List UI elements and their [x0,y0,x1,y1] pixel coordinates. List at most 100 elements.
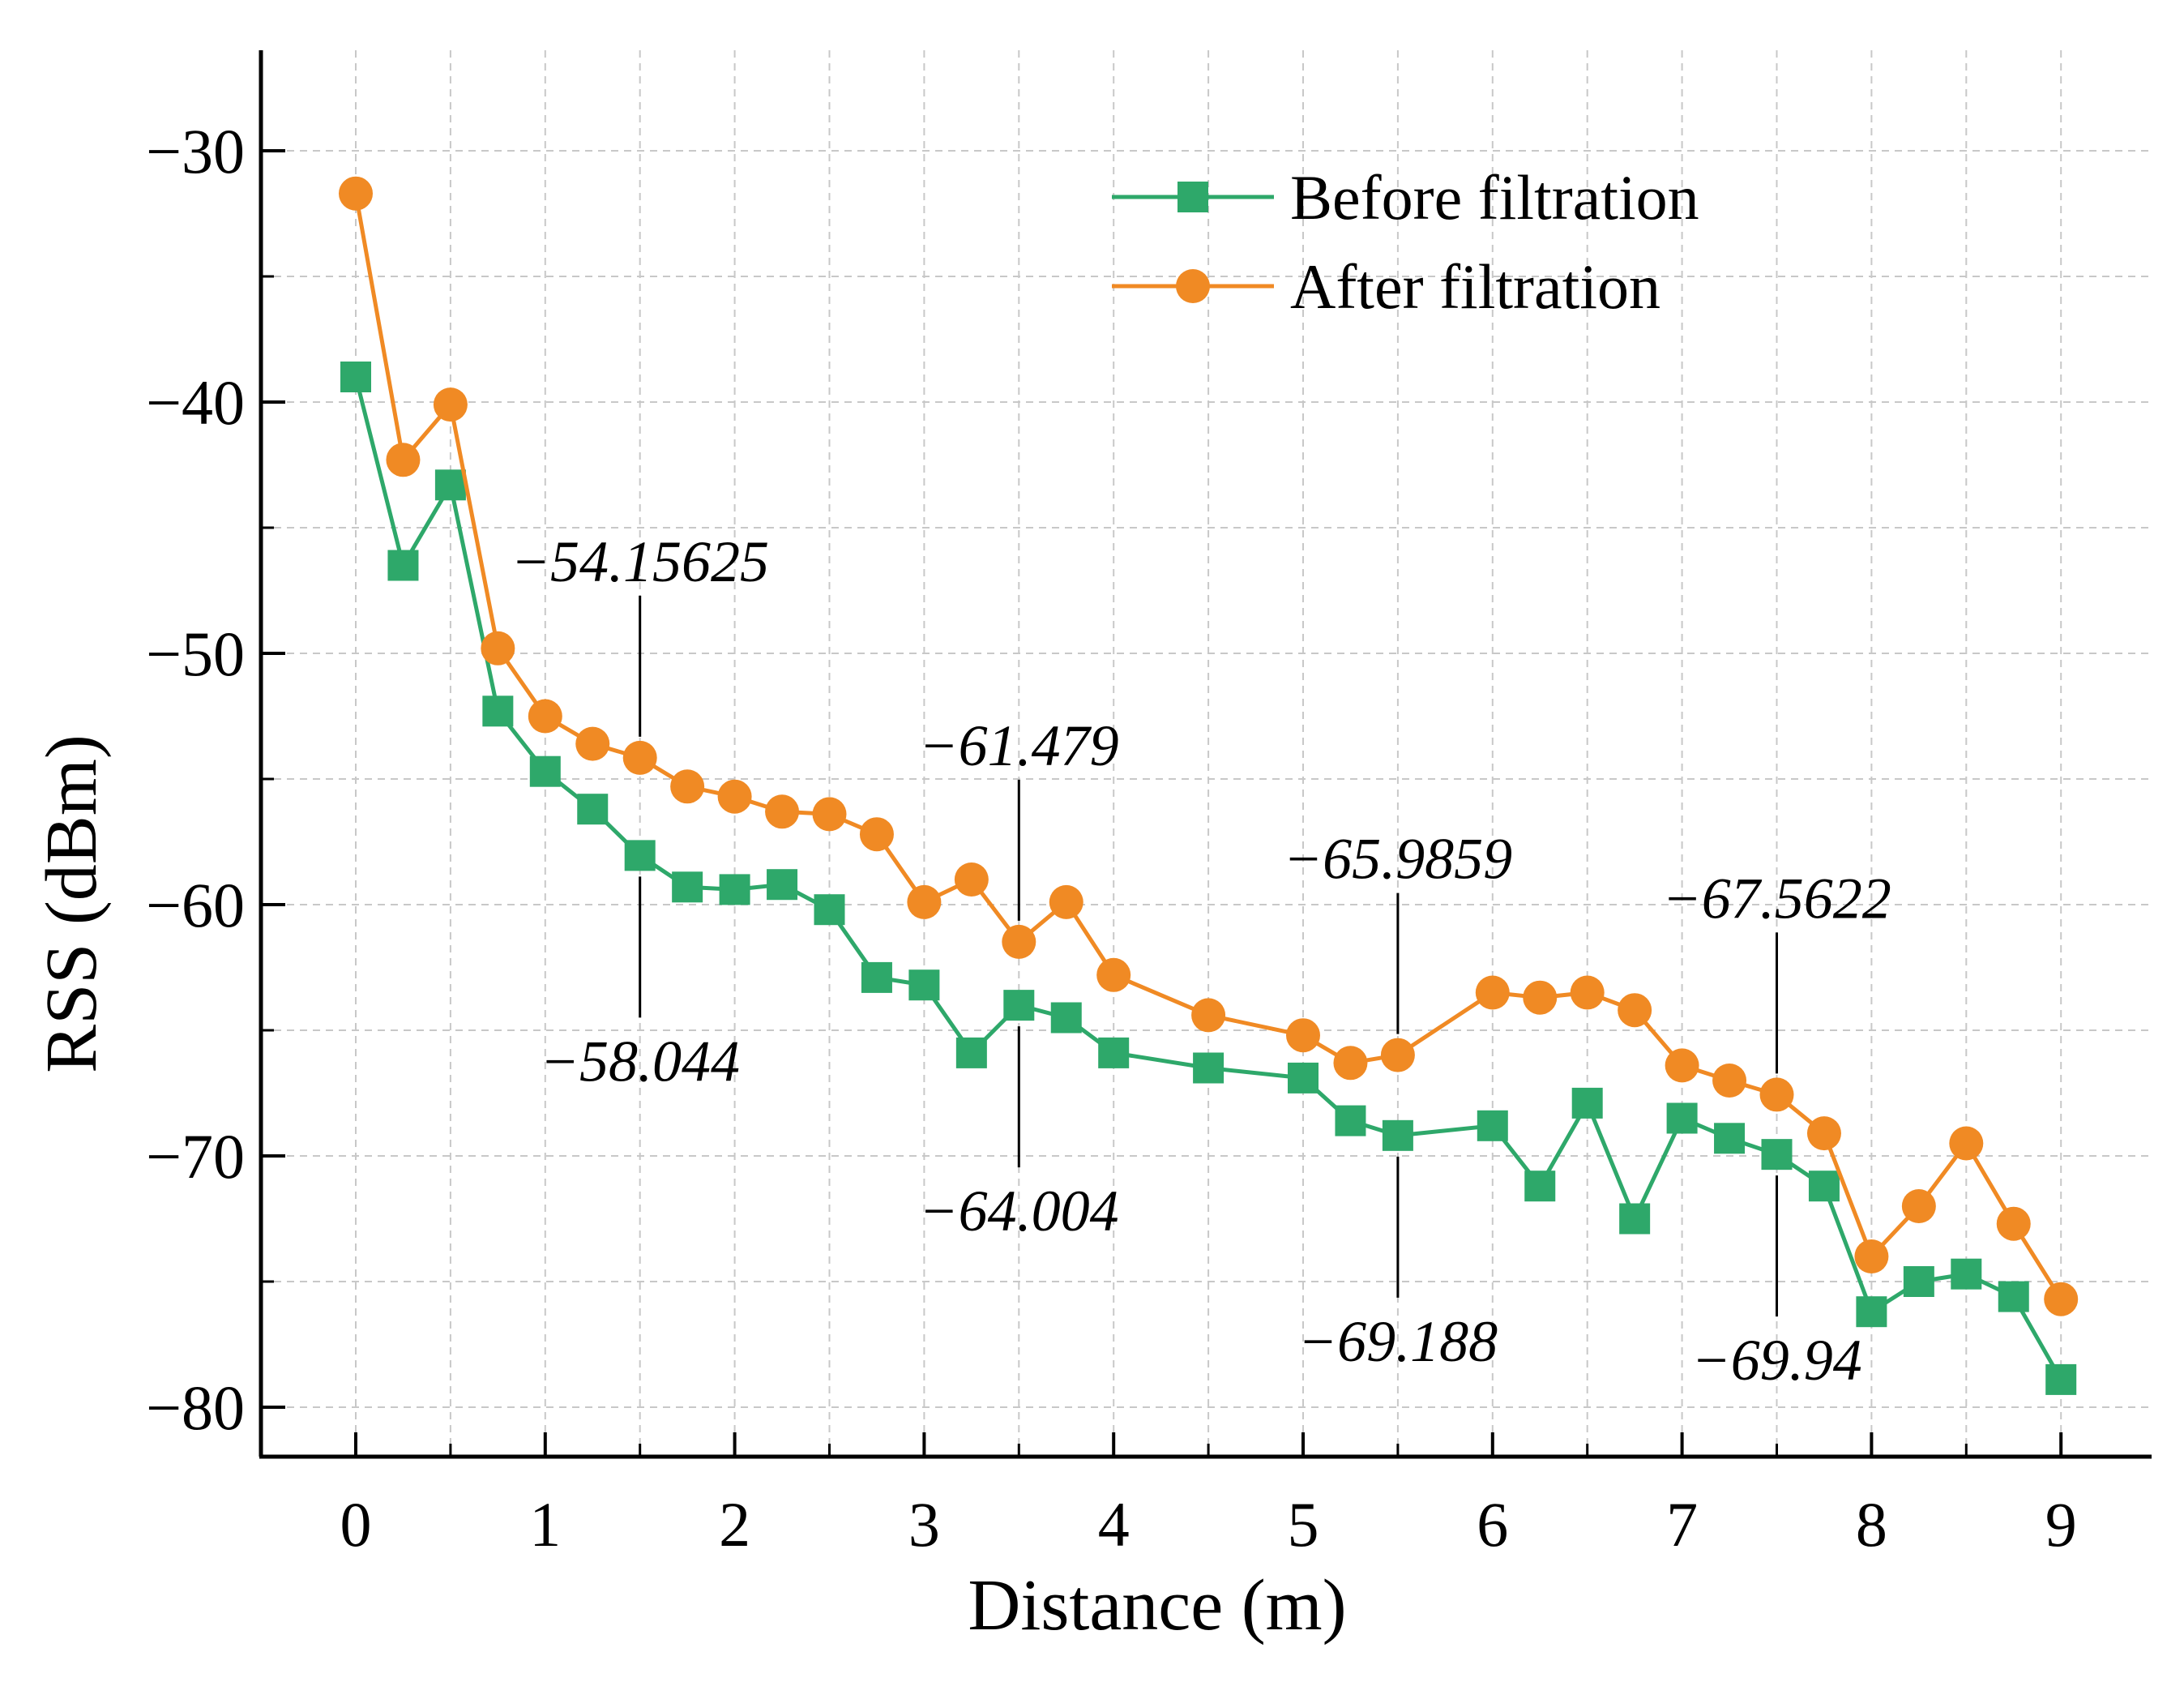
data-point-after [1002,924,1036,959]
legend-label: Before filtration [1290,162,1699,233]
data-point-before [2045,1363,2077,1395]
x-tick-label: 3 [908,1489,940,1560]
data-point-before [672,871,703,903]
data-point-after [1096,957,1131,992]
data-point-after [433,387,468,422]
data-point-before [1524,1171,1556,1202]
annotation-label: −58.044 [540,1029,740,1094]
annotation-label: −65.9859 [1284,827,1513,892]
annotation-lines [639,595,1778,1317]
data-point-after [954,862,989,897]
data-point-after [1333,1046,1368,1081]
y-tick-label: −80 [146,1372,245,1443]
data-point-before [1808,1171,1840,1202]
data-point-before [1951,1258,1982,1290]
x-tick-label: 6 [1477,1489,1508,1560]
data-point-after [1618,993,1652,1028]
data-point-after [1665,1048,1699,1083]
data-point-after [622,740,657,775]
annotation-label: −69.188 [1298,1309,1498,1374]
data-point-before [1382,1119,1413,1151]
y-tick-label: −50 [146,618,245,689]
x-tick-label: 4 [1098,1489,1130,1560]
annotation-label: −54.15625 [511,529,769,594]
x-tick-label: 1 [529,1489,561,1560]
data-point-after [2044,1282,2079,1316]
data-point-after [1949,1126,1984,1161]
data-point-before [434,469,466,501]
data-point-before [1998,1281,2029,1312]
data-point-after [859,817,894,852]
data-point-before [482,695,514,727]
data-point-before [1666,1102,1698,1134]
data-point-before [1098,1037,1130,1068]
data-point-before [1193,1052,1224,1084]
y-tick-label: −40 [146,367,245,438]
data-point-before [1761,1139,1793,1171]
legend: Before filtration After filtration [1112,162,1699,322]
data-point-after [1286,1018,1320,1053]
data-point-after [1570,975,1605,1010]
data-point-after [481,631,515,666]
data-point-after [1191,998,1226,1033]
data-point-after [1523,980,1558,1015]
y-tick-label: −70 [146,1121,245,1192]
series [339,176,2079,1395]
grid [261,50,2152,1457]
data-point-after [1475,975,1510,1010]
data-point-after [575,726,610,761]
series-line-before [353,376,2063,1381]
data-point-before [1856,1296,1887,1328]
y-axis-title: RSS (dBm) [32,734,112,1073]
data-point-after [386,443,421,477]
annotation-label: −69.94 [1691,1328,1862,1393]
data-point-after [1996,1206,2031,1241]
data-point-after [339,176,373,211]
data-point-before [1003,990,1035,1021]
data-point-after [1712,1064,1747,1098]
y-tick-label: −60 [146,870,245,940]
axes: 0 1 2 3 4 5 6 7 8 9 −80 −70 −60 −50 −40 −30 [146,50,2152,1560]
data-point-before [1714,1123,1746,1154]
x-tick-label: 0 [340,1489,372,1560]
x-axis-title: Distance (m) [968,1565,1346,1646]
data-point-after [1759,1077,1794,1112]
legend-label: After filtration [1290,251,1660,322]
data-point-before [719,874,750,905]
x-tick-label: 9 [2045,1489,2077,1560]
data-point-before [767,869,798,901]
x-tick-label: 7 [1666,1489,1698,1560]
data-point-before [1288,1062,1319,1094]
data-point-before [955,1037,987,1068]
annotation-label: −61.479 [919,713,1119,778]
data-point-after [1854,1239,1889,1273]
data-point-after [1901,1189,1936,1223]
x-tick-label: 5 [1288,1489,1319,1560]
data-point-before [908,969,940,1001]
data-point-before [1335,1105,1366,1136]
data-point-before [1050,1002,1082,1034]
annotation-label: −64.004 [919,1179,1119,1243]
data-point-after [1380,1038,1415,1072]
data-point-after [812,797,847,832]
data-point-before [529,755,561,787]
data-point-before [1477,1110,1508,1141]
data-point-before [387,550,419,581]
legend-marker-square [1177,182,1208,212]
x-tick-label: 8 [1856,1489,1887,1560]
data-point-after [765,794,800,829]
data-point-after [528,699,562,734]
x-tick-label: 2 [719,1489,750,1560]
data-point-before [1619,1203,1651,1235]
data-point-after [1049,884,1083,919]
data-point-before [1903,1266,1934,1297]
data-point-before [624,840,656,871]
legend-marker-circle [1176,269,1210,303]
series-line-after [353,193,2063,1301]
data-point-after [717,779,752,814]
annotation-label: −67.5622 [1662,866,1891,931]
y-tick-label: −30 [146,116,245,186]
data-point-after [1806,1116,1841,1151]
